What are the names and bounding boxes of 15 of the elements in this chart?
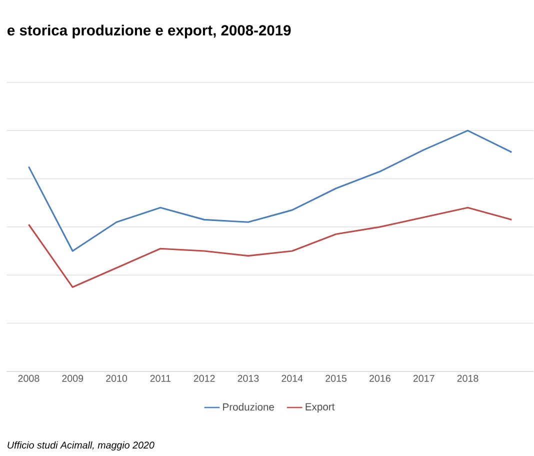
x-tick-label: 2012 [194,375,215,382]
legend-label: Produzione [223,403,274,411]
x-tick-label: 2008 [18,375,40,382]
text: Ufficio studi Acimall, maggio 2020 [8,441,154,451]
chart-title: e storica produzione e export, 2008-2019 [8,24,291,39]
x-tick-label: 2015 [326,375,347,382]
x-tick-label: 2018 [457,375,478,382]
x-tick-label: 2013 [238,375,259,382]
x-tick-label: 2010 [106,375,128,382]
x-tick-label: 2016 [370,375,390,382]
x-tick-label: 2011 [150,375,171,382]
x-tick-label: 2014 [282,375,303,382]
x-tick-label: 2009 [62,375,84,382]
x-tick-label: 2017 [413,375,434,382]
legend-label: Export [306,403,335,413]
